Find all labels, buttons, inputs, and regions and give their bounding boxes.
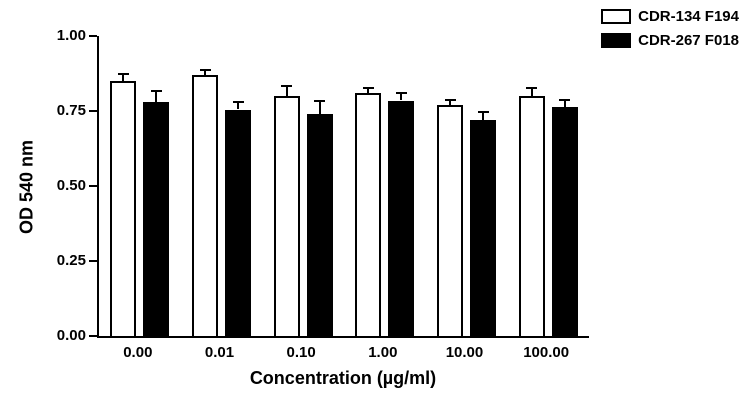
bar-series-1-x-0.10 [273,96,300,336]
error-bar-cap [232,100,244,103]
bar-series-1-x-10.00 [437,105,463,336]
x-tick-label-0.01: 0.01 [204,344,235,361]
error-bar [155,92,158,102]
error-bar-cap [199,69,211,72]
legend-item-series-1: CDR-134 F194 [601,8,739,25]
legend-swatch-filled-bar [601,33,632,48]
bar-series-2-x-10.00 [470,120,496,336]
x-tick-label-10.00: 10.00 [445,344,484,361]
y-tick-label-0.50: 0.50 [56,177,86,194]
bar-series-1-x-0.00 [110,81,137,336]
error-bar [482,112,484,120]
x-axis-title: Concentration (µg/ml) [249,368,437,388]
y-tick-mark [89,185,97,187]
y-axis-title: OD 540 nm [16,139,37,235]
bar-series-2-x-0.01 [225,109,251,336]
x-tick-label-0.10: 0.10 [286,344,316,361]
bar-series-2-x-100.00 [551,106,578,336]
error-bar [400,93,403,101]
error-bar [237,102,239,110]
y-tick-mark [89,110,97,112]
x-axis-tick-labels: 0.00 0.01 0.10 1.00 10.00 100.00 [97,344,589,364]
error-bar-cap [150,90,162,93]
error-bar [449,101,451,105]
y-tick-mark [89,260,97,262]
y-tick-label-0.00: 0.00 [56,327,86,344]
plot-area [97,36,589,338]
legend-label-series-1: CDR-134 F194 [638,8,739,25]
error-bar-cap [477,110,489,113]
x-tick-label-1.00: 1.00 [368,344,398,361]
bar-series-1-x-0.01 [192,75,218,336]
error-bar [530,89,533,96]
y-tick-label-0.75: 0.75 [56,102,86,119]
error-bar-cap [117,73,129,75]
y-tick-label-1.00: 1.00 [56,27,86,44]
error-bar [285,87,288,96]
legend-item-series-2: CDR-267 F018 [601,32,739,49]
error-bar [204,71,206,75]
error-bar-cap [314,100,326,102]
error-bar [367,89,370,93]
y-axis-tick-labels: 0.00 0.25 0.50 0.75 1.00 [40,27,86,344]
x-tick-label-100.00: 100.00 [523,344,570,361]
error-bar-cap [559,98,571,101]
legend-label-series-2: CDR-267 F018 [638,32,739,49]
legend: CDR-134 F194 CDR-267 F018 [601,8,739,56]
error-bar [563,100,566,107]
bar-series-2-x-0.00 [143,102,170,336]
y-tick-label-0.25: 0.25 [56,252,86,269]
x-tick-label-0.00: 0.00 [123,344,153,361]
y-tick-mark [89,35,97,37]
error-bar [122,75,125,81]
error-bar [318,102,321,114]
bar-series-2-x-1.00 [388,100,415,336]
bar-series-2-x-0.10 [306,114,333,336]
bar-series-1-x-100.00 [518,96,545,336]
y-tick-mark [89,335,97,337]
bar-series-1-x-1.00 [355,93,382,336]
legend-swatch-open-bar [601,9,632,24]
error-bar-cap [281,85,293,87]
error-bar-cap [526,87,538,90]
error-bar-cap [444,99,456,102]
error-bar-cap [395,91,407,94]
error-bar-cap [362,87,374,90]
